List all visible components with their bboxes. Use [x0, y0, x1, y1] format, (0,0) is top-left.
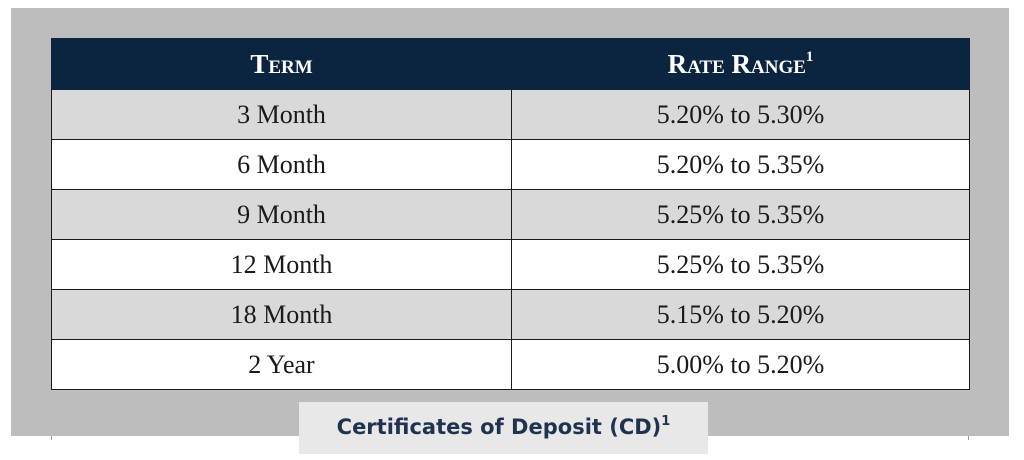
table-row: 12 Month 5.25% to 5.35% — [51, 239, 970, 290]
table-row: 18 Month 5.15% to 5.20% — [51, 289, 970, 340]
caption-title: Certificates of Deposit (CD)1 — [337, 415, 671, 439]
term-cell: 18 Month — [51, 289, 512, 340]
rate-range-cell: 5.20% to 5.30% — [511, 89, 970, 140]
rate-range-cell: 5.25% to 5.35% — [511, 239, 970, 290]
rate-range-cell: 5.00% to 5.20% — [511, 339, 970, 390]
header-rate-range-label: Rate Range — [667, 48, 806, 79]
table-row: 6 Month 5.20% to 5.35% — [51, 139, 970, 190]
header-term: Term — [51, 38, 512, 90]
term-cell: 3 Month — [51, 89, 512, 140]
term-cell: 9 Month — [51, 189, 512, 240]
table-row: 3 Month 5.20% to 5.30% — [51, 89, 970, 140]
right-tick-mark — [968, 436, 969, 440]
header-footnote-marker: 1 — [805, 48, 814, 65]
term-cell: 2 Year — [51, 339, 512, 390]
table-header-row: Term Rate Range1 — [51, 38, 970, 90]
caption-label: Certificates of Deposit (CD) — [336, 415, 662, 439]
rate-range-cell: 5.20% to 5.35% — [511, 139, 970, 190]
rate-range-cell: 5.15% to 5.20% — [511, 289, 970, 340]
table-caption: Certificates of Deposit (CD)1 — [299, 402, 708, 454]
header-rate-range: Rate Range1 — [511, 38, 970, 90]
term-cell: 12 Month — [51, 239, 512, 290]
cd-rate-table: Term Rate Range1 3 Month 5.20% to 5.30% … — [51, 38, 970, 390]
table-row: 9 Month 5.25% to 5.35% — [51, 189, 970, 240]
term-cell: 6 Month — [51, 139, 512, 190]
left-tick-mark — [51, 436, 52, 440]
caption-footnote-marker: 1 — [661, 414, 671, 429]
table-row: 2 Year 5.00% to 5.20% — [51, 339, 970, 390]
rate-range-cell: 5.25% to 5.35% — [511, 189, 970, 240]
